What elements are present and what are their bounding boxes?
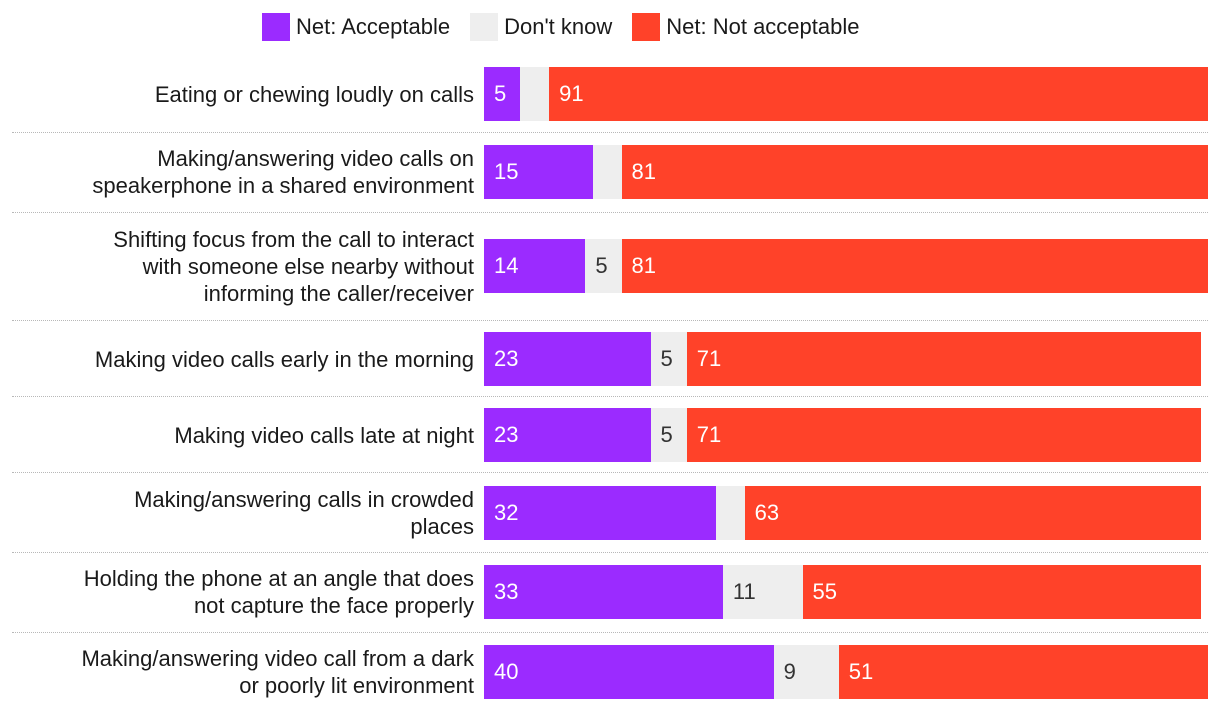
- bar-segment-not-acceptable: [744, 486, 1201, 540]
- data-label: 23: [494, 422, 519, 447]
- data-label: 51: [848, 659, 874, 684]
- data-label: 32: [494, 500, 519, 525]
- row-separator: [12, 320, 1208, 321]
- legend-swatch-acceptable: [262, 13, 290, 41]
- bar-segment-dont-know: [520, 67, 550, 121]
- legend-label-dont-know: Don't know: [504, 14, 613, 39]
- bar-segment-dont-know: [585, 239, 622, 293]
- bar-segment-dont-know: [722, 565, 803, 619]
- data-label: 55: [812, 579, 838, 604]
- category-label: Making/answering video call from a dark o…: [81, 646, 474, 698]
- row-separator: [12, 552, 1208, 553]
- row-separator: [12, 212, 1208, 213]
- bar-segment-dont-know: [592, 145, 622, 199]
- data-label: 15: [494, 159, 519, 184]
- data-label: 81: [631, 253, 657, 278]
- row-separator: [12, 632, 1208, 633]
- category-label: Eating or chewing loudly on calls: [154, 81, 474, 107]
- data-label: 14: [494, 253, 519, 278]
- bar-segment-dont-know: [650, 332, 687, 386]
- bar-segment-not-acceptable: [621, 239, 1208, 293]
- bar-segment-acceptable: [484, 145, 593, 199]
- data-label: 5: [595, 253, 608, 278]
- data-label: 40: [494, 659, 519, 684]
- bar-segment-acceptable: [484, 408, 651, 462]
- category-label: Making/answering calls in crowded places: [134, 487, 474, 539]
- legend-swatch-dont-know: [470, 13, 499, 41]
- data-label: 71: [696, 346, 722, 371]
- data-label: 23: [494, 346, 519, 371]
- data-label: 5: [494, 81, 507, 106]
- category-label: Making video calls late at night: [174, 422, 474, 448]
- legend-item-acceptable: Net: Acceptable: [262, 13, 450, 41]
- data-label: 71: [696, 422, 722, 447]
- category-label: Holding the phone at an angle that does n…: [83, 566, 474, 618]
- category-label: Making/answering video calls on speakerph…: [92, 146, 474, 198]
- bar-segment-acceptable: [484, 239, 586, 293]
- legend: Net: Acceptable Don't know Net: Not acce…: [262, 10, 880, 44]
- bar-segment-acceptable: [484, 565, 723, 619]
- data-label: 63: [754, 500, 780, 525]
- bar-segment-dont-know: [773, 645, 839, 699]
- category-label: Making video calls early in the morning: [94, 346, 474, 372]
- bar-segment-not-acceptable: [802, 565, 1201, 619]
- data-label: 11: [732, 579, 756, 604]
- category-label: Shifting focus from the call to interact…: [113, 226, 474, 306]
- data-label: 5: [660, 422, 673, 447]
- row-separator: [12, 132, 1208, 133]
- bar-segment-not-acceptable: [549, 67, 1208, 121]
- bar-segment-acceptable: [484, 645, 774, 699]
- bar-segment-not-acceptable: [686, 408, 1201, 462]
- legend-swatch-not-acceptable: [632, 13, 661, 41]
- data-label: 91: [559, 81, 584, 106]
- bar-segment-acceptable: [484, 67, 521, 121]
- bar-segment-not-acceptable: [838, 645, 1208, 699]
- bar-segment-not-acceptable: [621, 145, 1208, 199]
- bar-segment-not-acceptable: [686, 332, 1201, 386]
- legend-item-dont-know: Don't know: [470, 13, 612, 41]
- row-separator: [12, 396, 1208, 397]
- bar-segment-dont-know: [715, 486, 745, 540]
- bar-segment-acceptable: [484, 332, 651, 386]
- legend-label-acceptable: Net: Acceptable: [296, 14, 451, 39]
- bar-segment-dont-know: [650, 408, 687, 462]
- legend-label-not-acceptable: Net: Not acceptable: [666, 14, 860, 39]
- bar-segment-acceptable: [484, 486, 716, 540]
- row-separator: [12, 472, 1208, 473]
- data-label: 81: [631, 159, 657, 184]
- data-label: 33: [494, 579, 519, 604]
- data-label: 9: [783, 659, 796, 684]
- data-label: 5: [660, 346, 673, 371]
- legend-item-not-acceptable: Net: Not acceptable: [632, 13, 860, 41]
